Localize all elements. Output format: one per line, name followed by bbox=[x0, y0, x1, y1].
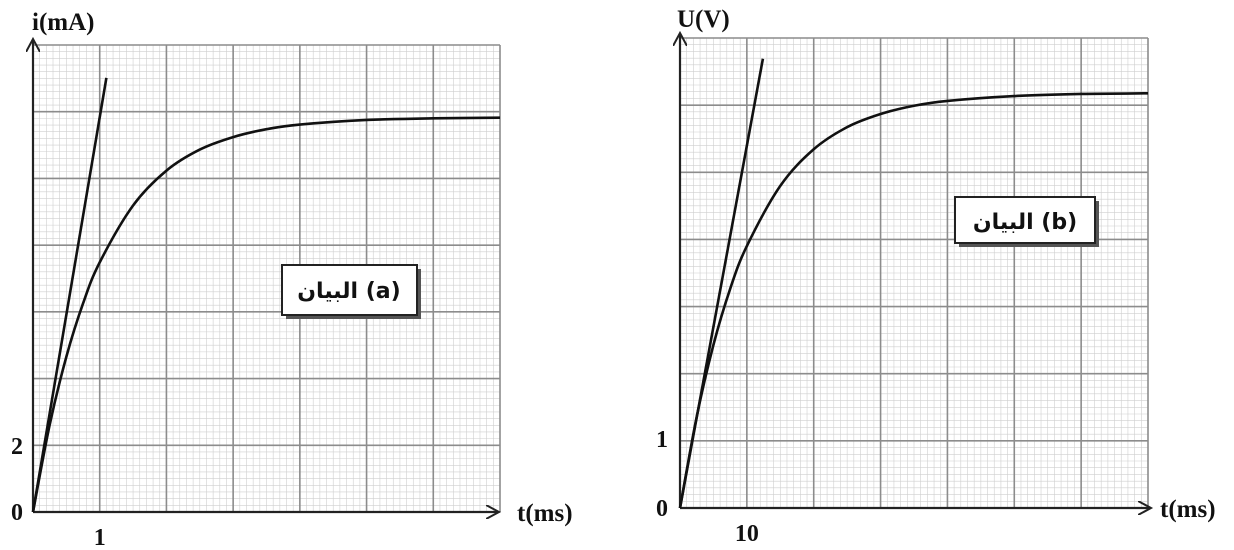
chart-a: i(mA) t(ms) 0 2 1 البيان (a) bbox=[11, 9, 573, 550]
graph-label: البيان (b) bbox=[954, 196, 1099, 247]
graph-label: البيان (a) bbox=[281, 264, 421, 319]
grid bbox=[679, 37, 1149, 509]
response-curve bbox=[31, 116, 501, 513]
graph-label-box bbox=[954, 196, 1096, 244]
y-tick-label: 0 bbox=[11, 500, 23, 526]
graph-label-text: البيان (a) bbox=[297, 279, 400, 304]
chart-b: U(V) t(ms) 0 1 10 البيان (b) bbox=[656, 6, 1216, 547]
grid bbox=[32, 44, 501, 513]
x-tick-label: 10 bbox=[735, 521, 759, 547]
response-curve bbox=[678, 91, 1149, 509]
x-tick-label: 1 bbox=[94, 525, 106, 550]
y-tick-label: 1 bbox=[656, 427, 668, 453]
y-tick-label: 0 bbox=[656, 496, 668, 522]
graph-label-text: البيان (b) bbox=[973, 210, 1077, 235]
y-axis-label: U(V) bbox=[677, 6, 730, 33]
y-axis-label: i(mA) bbox=[32, 9, 94, 36]
tangent-line bbox=[678, 58, 765, 509]
graph-label-box bbox=[281, 264, 418, 316]
x-axis-label: t(ms) bbox=[1160, 496, 1216, 523]
tangent-line bbox=[31, 77, 108, 513]
y-tick-label: 2 bbox=[11, 434, 23, 460]
x-axis-label: t(ms) bbox=[517, 500, 573, 527]
